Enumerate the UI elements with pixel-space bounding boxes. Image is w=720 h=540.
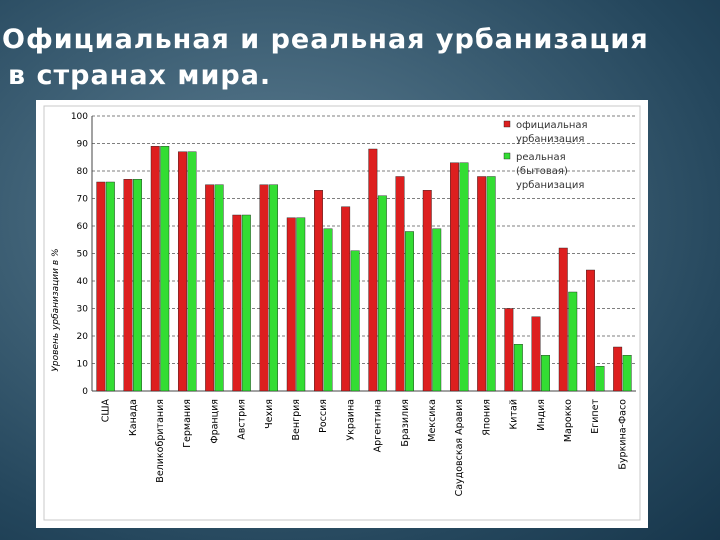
bar-real: [350, 250, 360, 392]
category-label: Россия: [318, 399, 329, 433]
bar-real: [105, 181, 115, 392]
category-label: Египет: [590, 399, 601, 434]
bar-real: [323, 228, 333, 392]
bar-real: [133, 179, 143, 392]
category-label: Буркина-Фасо: [617, 399, 628, 470]
bar-real: [541, 355, 550, 392]
y-tick-label: 20: [77, 332, 89, 342]
y-tick-label: 10: [77, 360, 89, 370]
bar-real: [486, 176, 496, 392]
bar-official: [286, 217, 296, 392]
slide-title-line-2: в странах мира.: [8, 60, 272, 91]
category-label: Япония: [481, 399, 492, 436]
y-tick-label: 90: [77, 140, 89, 150]
y-tick-label: 70: [77, 195, 89, 205]
category-label: Великобритания: [155, 399, 166, 483]
category-label: Франция: [209, 399, 220, 444]
chart-panel: 0 10 20 30 40 50 60 70 80 90 100 США Канада Великобр…: [36, 100, 648, 528]
bar-official: [586, 269, 595, 392]
category-label: Марокко: [563, 399, 574, 442]
bar-official: [613, 346, 623, 392]
slide-title-line-1: Официальная и реальная урбанизация: [2, 24, 649, 55]
category-label: Чехия: [264, 399, 275, 429]
y-tick-label: 30: [77, 305, 89, 315]
bar-real: [622, 355, 632, 392]
bar-real: [432, 228, 442, 392]
category-label: Китай: [509, 399, 520, 429]
y-tick-label: 40: [77, 277, 89, 287]
bar-official: [150, 146, 160, 392]
bar-official: [422, 190, 432, 392]
category-label: Австрия: [237, 399, 248, 440]
bar-official: [205, 184, 215, 392]
legend-swatch-official: [503, 120, 511, 128]
bar-official: [314, 190, 323, 392]
bar-official: [259, 184, 269, 392]
bar-official: [504, 308, 514, 392]
category-label: Украина: [345, 399, 356, 441]
bar-official: [531, 316, 541, 392]
bar-real: [568, 291, 578, 392]
bar-official: [368, 148, 378, 392]
y-tick-label: 80: [77, 167, 89, 177]
category-label: Бразилия: [400, 399, 411, 447]
bar-official: [232, 214, 242, 392]
category-label: Саудовская Аравия: [454, 399, 465, 496]
y-tick-label: 50: [77, 250, 89, 260]
bar-real: [160, 146, 170, 392]
category-label: Германия: [182, 399, 193, 448]
y-tick-label: 60: [77, 222, 89, 232]
bar-real: [214, 184, 224, 392]
bar-real: [459, 162, 469, 392]
bar-real: [269, 184, 279, 392]
bar-official: [450, 162, 459, 392]
bar-official: [177, 151, 187, 392]
bar-real: [595, 366, 605, 392]
slide-title: Официальная и реальная урбанизация в стр…: [0, 22, 720, 94]
legend-swatch-real: [503, 152, 511, 160]
legend-label-real: реальная (бытовая) урбанизация: [516, 152, 584, 191]
category-label: Венгрия: [291, 399, 302, 440]
legend: официальная урбанизация реальная (бытовая) у…: [503, 120, 588, 191]
category-label: Аргентина: [373, 399, 384, 452]
y-tick-label: 100: [71, 112, 88, 122]
y-tick-label: 0: [82, 387, 88, 397]
bar-official: [96, 181, 106, 392]
bar-real: [377, 195, 387, 392]
category-label: Канада: [128, 399, 139, 436]
urbanization-bar-chart: 0 10 20 30 40 50 60 70 80 90 100 США Канада Великобр…: [43, 105, 641, 521]
category-label: Мексика: [427, 399, 438, 442]
bar-real: [513, 344, 523, 392]
y-axis-title: Уровень урбанизации в %: [51, 248, 61, 371]
bar-official: [123, 179, 133, 392]
bar-real: [241, 214, 251, 392]
bar-real: [405, 231, 414, 392]
bar-official: [395, 176, 405, 392]
bars: [96, 146, 632, 392]
bar-official: [477, 176, 487, 392]
bar-real: [296, 217, 306, 392]
bar-official: [558, 247, 568, 392]
category-label: США: [101, 399, 112, 423]
bar-official: [341, 206, 351, 392]
bar-real: [187, 151, 197, 392]
legend-label-official: официальная урбанизация: [516, 120, 588, 145]
category-labels: США Канада Великобритания Германия Франция Ав…: [101, 399, 629, 497]
category-label: Индия: [536, 399, 547, 431]
